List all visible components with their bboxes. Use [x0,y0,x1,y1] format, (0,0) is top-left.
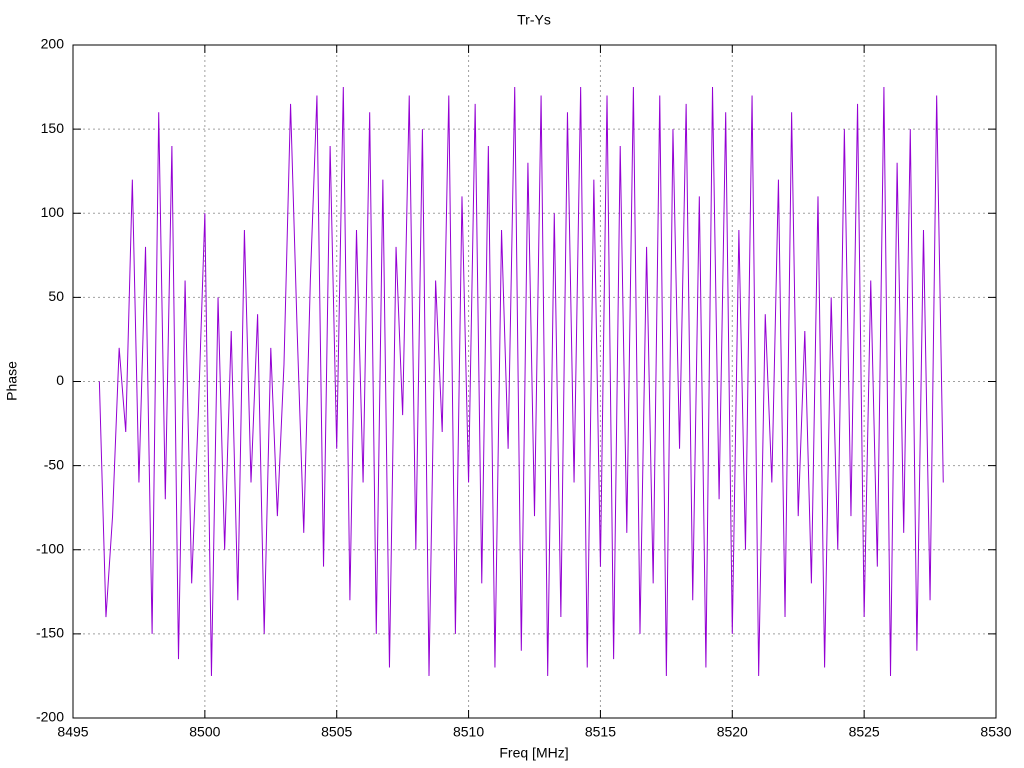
y-axis-label: Phase [4,361,20,401]
x-tick-label: 8505 [321,724,352,740]
x-tick-label: 8495 [57,724,88,740]
data-line [98,87,944,676]
y-tick-label: -200 [36,709,64,725]
x-tick-label: 8530 [980,724,1011,740]
y-tick-label: 200 [41,36,65,52]
y-tick-label: 0 [56,372,64,388]
x-tick-label: 8515 [585,724,616,740]
y-tick-label: -50 [44,456,64,472]
x-tick-label: 8525 [849,724,880,740]
x-axis-label: Freq [MHz] [499,745,568,761]
y-tick-label: 150 [41,120,65,136]
y-tick-label: -150 [36,625,64,641]
chart-title: Tr-Ys [517,12,551,28]
x-tick-label: 8500 [189,724,220,740]
x-tick-label: 8520 [717,724,748,740]
plot-frame [72,44,997,719]
y-tick-label: 50 [48,288,64,304]
x-tick-label: 8510 [453,724,484,740]
y-tick-label: 100 [41,204,65,220]
y-tick-label: -100 [36,540,64,556]
